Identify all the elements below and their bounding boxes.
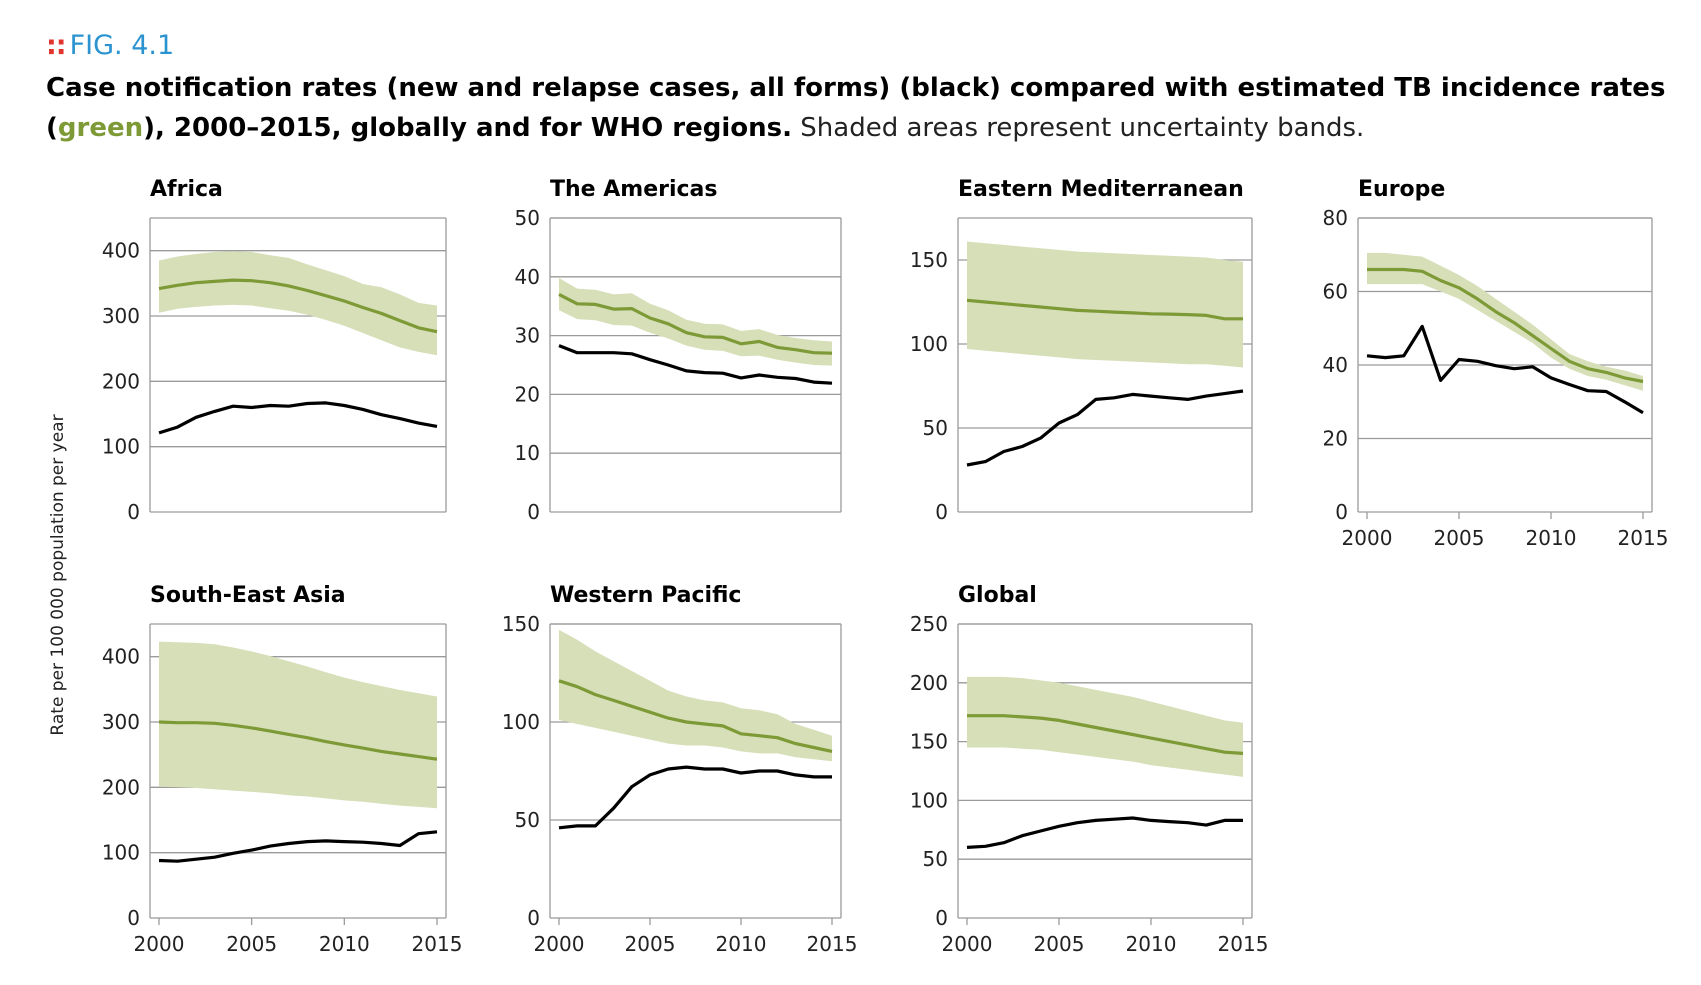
caption-bold-part1: Case notification rates (new and relapse… — [46, 73, 1666, 143]
y-tick-label: 50 — [923, 847, 948, 871]
panel-title: Eastern Mediterranean — [958, 177, 1244, 202]
x-tick-label: 2015 — [1618, 526, 1669, 550]
panel-europe: Europe 0 20 40 60 80 2000 2005 2010 2015 — [1323, 177, 1669, 550]
caption-bold-part2: ), 2000–2015, globally and for WHO regio… — [143, 113, 793, 143]
x-tick-label: 2010 — [716, 932, 767, 956]
panel-title: Global — [958, 583, 1037, 608]
x-tick-label: 2005 — [625, 932, 676, 956]
y-tick-label: 150 — [502, 612, 540, 636]
x-tick-label: 2010 — [1126, 932, 1177, 956]
x-tick-label: 2015 — [412, 932, 463, 956]
y-tick-label: 300 — [102, 304, 140, 328]
uncertainty-band — [967, 241, 1243, 368]
uncertainty-band — [159, 641, 437, 809]
x-tick-label: 2015 — [1218, 932, 1269, 956]
y-tick-label: 200 — [102, 775, 140, 799]
x-tick-label: 2000 — [1342, 526, 1393, 550]
incidence-line — [966, 298, 1243, 321]
y-tick-label: 0 — [1335, 500, 1348, 524]
y-tick-label: 0 — [935, 906, 948, 930]
uncertainty-band — [967, 676, 1243, 777]
figure-label: :: FIG. 4.1 — [46, 30, 174, 61]
x-tick-label: 2005 — [1034, 932, 1085, 956]
y-tick-label: 200 — [910, 671, 948, 695]
panel-the-americas: The Americas 0 10 20 30 40 50 — [515, 177, 842, 524]
incidence-line — [1367, 267, 1644, 384]
y-tick-label: 20 — [515, 382, 540, 406]
y-tick-label: 0 — [127, 500, 140, 524]
y-tick-label: 30 — [515, 324, 540, 348]
panel-africa: Africa 0 100 200 300 400 — [102, 177, 447, 524]
notification-line — [966, 389, 1244, 467]
figure-marker: :: — [46, 30, 67, 61]
y-tick-label: 400 — [102, 645, 140, 669]
panel-title: Europe — [1358, 177, 1445, 202]
y-tick-label: 0 — [127, 906, 140, 930]
x-tick-label: 2000 — [534, 932, 585, 956]
y-tick-label: 0 — [935, 500, 948, 524]
uncertainty-band — [1367, 252, 1643, 391]
x-tick-label: 2000 — [134, 932, 185, 956]
panel-south-east-asia: South-East Asia 0 100 200 300 400 2000 2005 2010… — [102, 583, 463, 956]
y-tick-label: 250 — [910, 612, 948, 636]
y-tick-label: 100 — [102, 841, 140, 865]
x-tick-label: 2010 — [1526, 526, 1577, 550]
y-tick-label: 100 — [910, 788, 948, 812]
y-tick-label: 150 — [910, 730, 948, 754]
uncertainty-band — [559, 629, 832, 762]
y-tick-label: 100 — [910, 332, 948, 356]
y-tick-label: 50 — [515, 808, 540, 832]
y-tick-label: 50 — [923, 416, 948, 440]
incidence-line — [158, 720, 438, 761]
incidence-line — [558, 679, 833, 753]
incidence-line — [558, 292, 833, 355]
notification-line — [558, 344, 833, 385]
notification-line — [158, 830, 438, 863]
uncertainty-band — [159, 251, 437, 356]
x-tick-label: 2005 — [226, 932, 277, 956]
x-tick-label: 2015 — [807, 932, 858, 956]
panel-title: Western Pacific — [550, 583, 741, 608]
panel-global: Global 0 50 100 150 200 250 2000 2005 2010 2015 — [910, 583, 1269, 956]
y-tick-label: 0 — [527, 500, 540, 524]
caption-green-word: green — [57, 113, 144, 143]
panel-title: Africa — [150, 177, 223, 202]
incidence-line — [158, 278, 438, 334]
y-tick-label: 200 — [102, 369, 140, 393]
y-tick-label: 400 — [102, 239, 140, 263]
notification-line — [1366, 324, 1644, 415]
panel-title: The Americas — [550, 177, 718, 202]
figure-caption: Case notification rates (new and relapse… — [46, 68, 1666, 148]
y-tick-label: 20 — [1323, 427, 1348, 451]
y-tick-label: 100 — [102, 435, 140, 459]
y-tick-label: 80 — [1323, 206, 1348, 230]
y-tick-label: 60 — [1323, 280, 1348, 304]
x-tick-label: 2010 — [319, 932, 370, 956]
y-tick-label: 150 — [910, 248, 948, 272]
panel-title: South-East Asia — [150, 583, 346, 608]
x-tick-label: 2005 — [1434, 526, 1485, 550]
notification-line — [158, 401, 438, 435]
y-tick-label: 100 — [502, 710, 540, 734]
panel-eastern-mediterranean: Eastern Mediterranean 0 50 100 150 — [910, 177, 1253, 524]
figure-number: FIG. 4.1 — [69, 30, 175, 61]
y-tick-label: 300 — [102, 710, 140, 734]
y-tick-label: 0 — [527, 906, 540, 930]
notification-line — [966, 816, 1243, 849]
y-tick-label: 40 — [515, 265, 540, 289]
y-tick-label: 50 — [515, 206, 540, 230]
caption-note: Shaded areas represent uncertainty bands… — [792, 113, 1365, 143]
notification-line — [558, 765, 832, 830]
y-tick-label: 40 — [1323, 353, 1348, 377]
y-tick-label: 10 — [515, 441, 540, 465]
panel-western-pacific: Western Pacific 0 50 100 150 2000 2005 2010 2015 — [502, 583, 858, 956]
y-axis-label: Rate per 100 000 population per year — [48, 414, 68, 735]
incidence-line — [967, 714, 1244, 755]
x-tick-label: 2000 — [942, 932, 993, 956]
